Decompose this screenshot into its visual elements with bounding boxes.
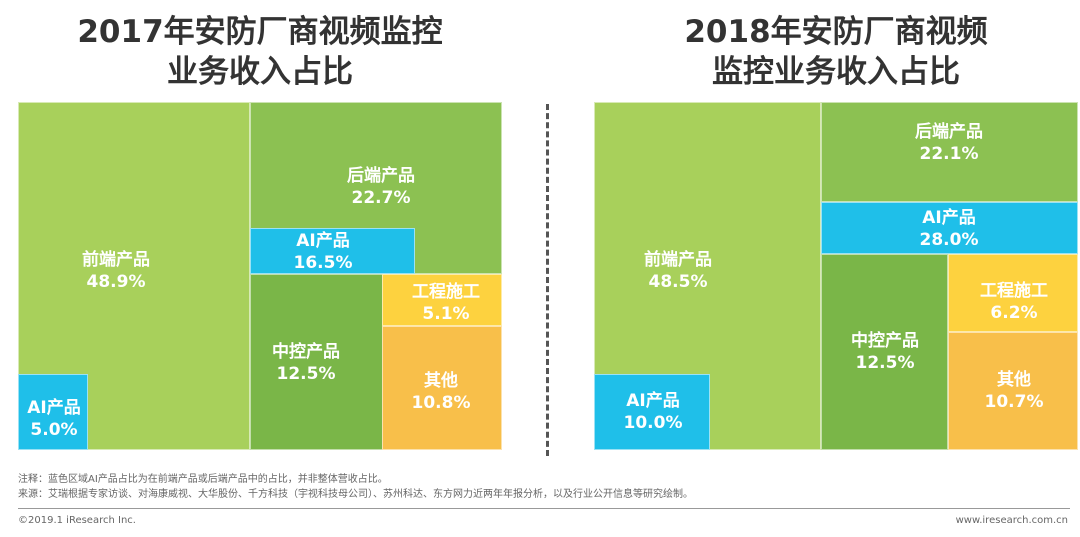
- ai-back-end-segment: AI产品 28.0%: [821, 202, 1078, 254]
- segment-name: 中控产品: [851, 331, 919, 351]
- other-segment: 其他 10.8%: [382, 326, 502, 450]
- back-end-segment: 后端产品 22.1%: [821, 102, 1078, 202]
- central-control-segment: 中控产品 12.5%: [250, 274, 402, 450]
- central-control-segment: 中控产品 12.5%: [821, 254, 948, 450]
- copyright-text: ©2019.1 iResearch Inc.: [18, 515, 136, 526]
- chart-title-line: 业务收入占比: [167, 54, 353, 90]
- segment-value: 10.7%: [984, 392, 1044, 412]
- segment-name: 中控产品: [272, 342, 340, 362]
- segment-name: AI产品: [626, 391, 680, 411]
- chart-title-2017: 2017年安防厂商视频监控 业务收入占比: [18, 12, 502, 92]
- segment-name: AI产品: [922, 208, 976, 228]
- chart-title-2018: 2018年安防厂商视频 监控业务收入占比: [594, 12, 1078, 92]
- engineering-segment: 工程施工 5.1%: [382, 274, 502, 326]
- ai-front-end-segment: AI产品 10.0%: [594, 374, 710, 450]
- other-segment: 其他 10.7%: [948, 332, 1078, 450]
- segment-name: 前端产品: [644, 250, 712, 270]
- segment-label: 后端产品 22.7%: [347, 165, 415, 209]
- source-text: 来源：艾瑞根据专家访谈、对海康威视、大华股份、千方科技（宇视科技母公司）、苏州科…: [18, 489, 693, 500]
- chart-title-line: 监控业务收入占比: [712, 54, 960, 90]
- chart-title-line: 2017年安防厂商视频监控: [77, 14, 443, 50]
- segment-label: 其他 10.8%: [412, 370, 471, 414]
- ai-back-end-segment: AI产品 16.5%: [250, 228, 415, 274]
- segment-label: AI产品 28.0%: [920, 207, 979, 251]
- segment-value: 10.0%: [623, 413, 683, 433]
- treemap-2018: 前端产品 48.5% 后端产品 22.1% 中控产品 12.5% 工程施工 6.2% 其他 10.…: [594, 102, 1078, 450]
- segment-name: 工程施工: [980, 281, 1048, 301]
- segment-label: AI产品 10.0%: [624, 390, 683, 434]
- segment-label: 中控产品 12.5%: [272, 341, 340, 385]
- website-text: www.iresearch.com.cn: [955, 515, 1068, 526]
- segment-label: 前端产品 48.5%: [644, 249, 712, 293]
- segment-label: 前端产品 48.9%: [82, 249, 150, 293]
- footer-divider: [18, 508, 1070, 509]
- segment-value: 5.1%: [422, 304, 470, 324]
- segment-label: AI产品 5.0%: [27, 397, 80, 441]
- segment-name: 其他: [996, 370, 1031, 390]
- segment-label: AI产品 16.5%: [294, 230, 353, 274]
- segment-value: 6.2%: [990, 303, 1038, 323]
- segment-value: 22.7%: [351, 188, 411, 208]
- segment-value: 22.1%: [919, 144, 979, 164]
- segment-value: 12.5%: [855, 353, 915, 373]
- segment-label: 其他 10.7%: [985, 369, 1044, 413]
- chart-title-line: 2018年安防厂商视频: [684, 14, 988, 50]
- ai-front-end-segment: AI产品 5.0%: [18, 374, 88, 450]
- segment-label: 后端产品 22.1%: [915, 121, 983, 165]
- note-text: 注释：蓝色区域AI产品占比为在前端产品或后端产品中的占比，并非整体营收占比。: [18, 474, 388, 485]
- engineering-segment: 工程施工 6.2%: [948, 254, 1078, 332]
- segment-name: 后端产品: [915, 122, 983, 142]
- segment-name: AI产品: [27, 398, 81, 418]
- segment-value: 28.0%: [919, 230, 979, 250]
- segment-value: 12.5%: [276, 364, 336, 384]
- treemap-2017: 前端产品 48.9% 后端产品 22.7% 中控产品 12.5% 工程施工 5.1% 其他 10.…: [18, 102, 502, 450]
- segment-value: 10.8%: [411, 393, 471, 413]
- segment-value: 48.5%: [648, 272, 708, 292]
- segment-label: 工程施工 5.1%: [412, 281, 480, 325]
- segment-value: 16.5%: [293, 253, 353, 273]
- segment-name: 后端产品: [347, 166, 415, 186]
- segment-label: 工程施工 6.2%: [980, 280, 1048, 324]
- segment-name: 前端产品: [82, 250, 150, 270]
- segment-name: 工程施工: [412, 282, 480, 302]
- segment-value: 48.9%: [86, 272, 146, 292]
- segment-label: 中控产品 12.5%: [851, 330, 919, 374]
- segment-value: 5.0%: [30, 420, 78, 440]
- segment-name: 其他: [423, 371, 458, 391]
- dashed-divider: [546, 104, 549, 456]
- segment-name: AI产品: [296, 231, 350, 251]
